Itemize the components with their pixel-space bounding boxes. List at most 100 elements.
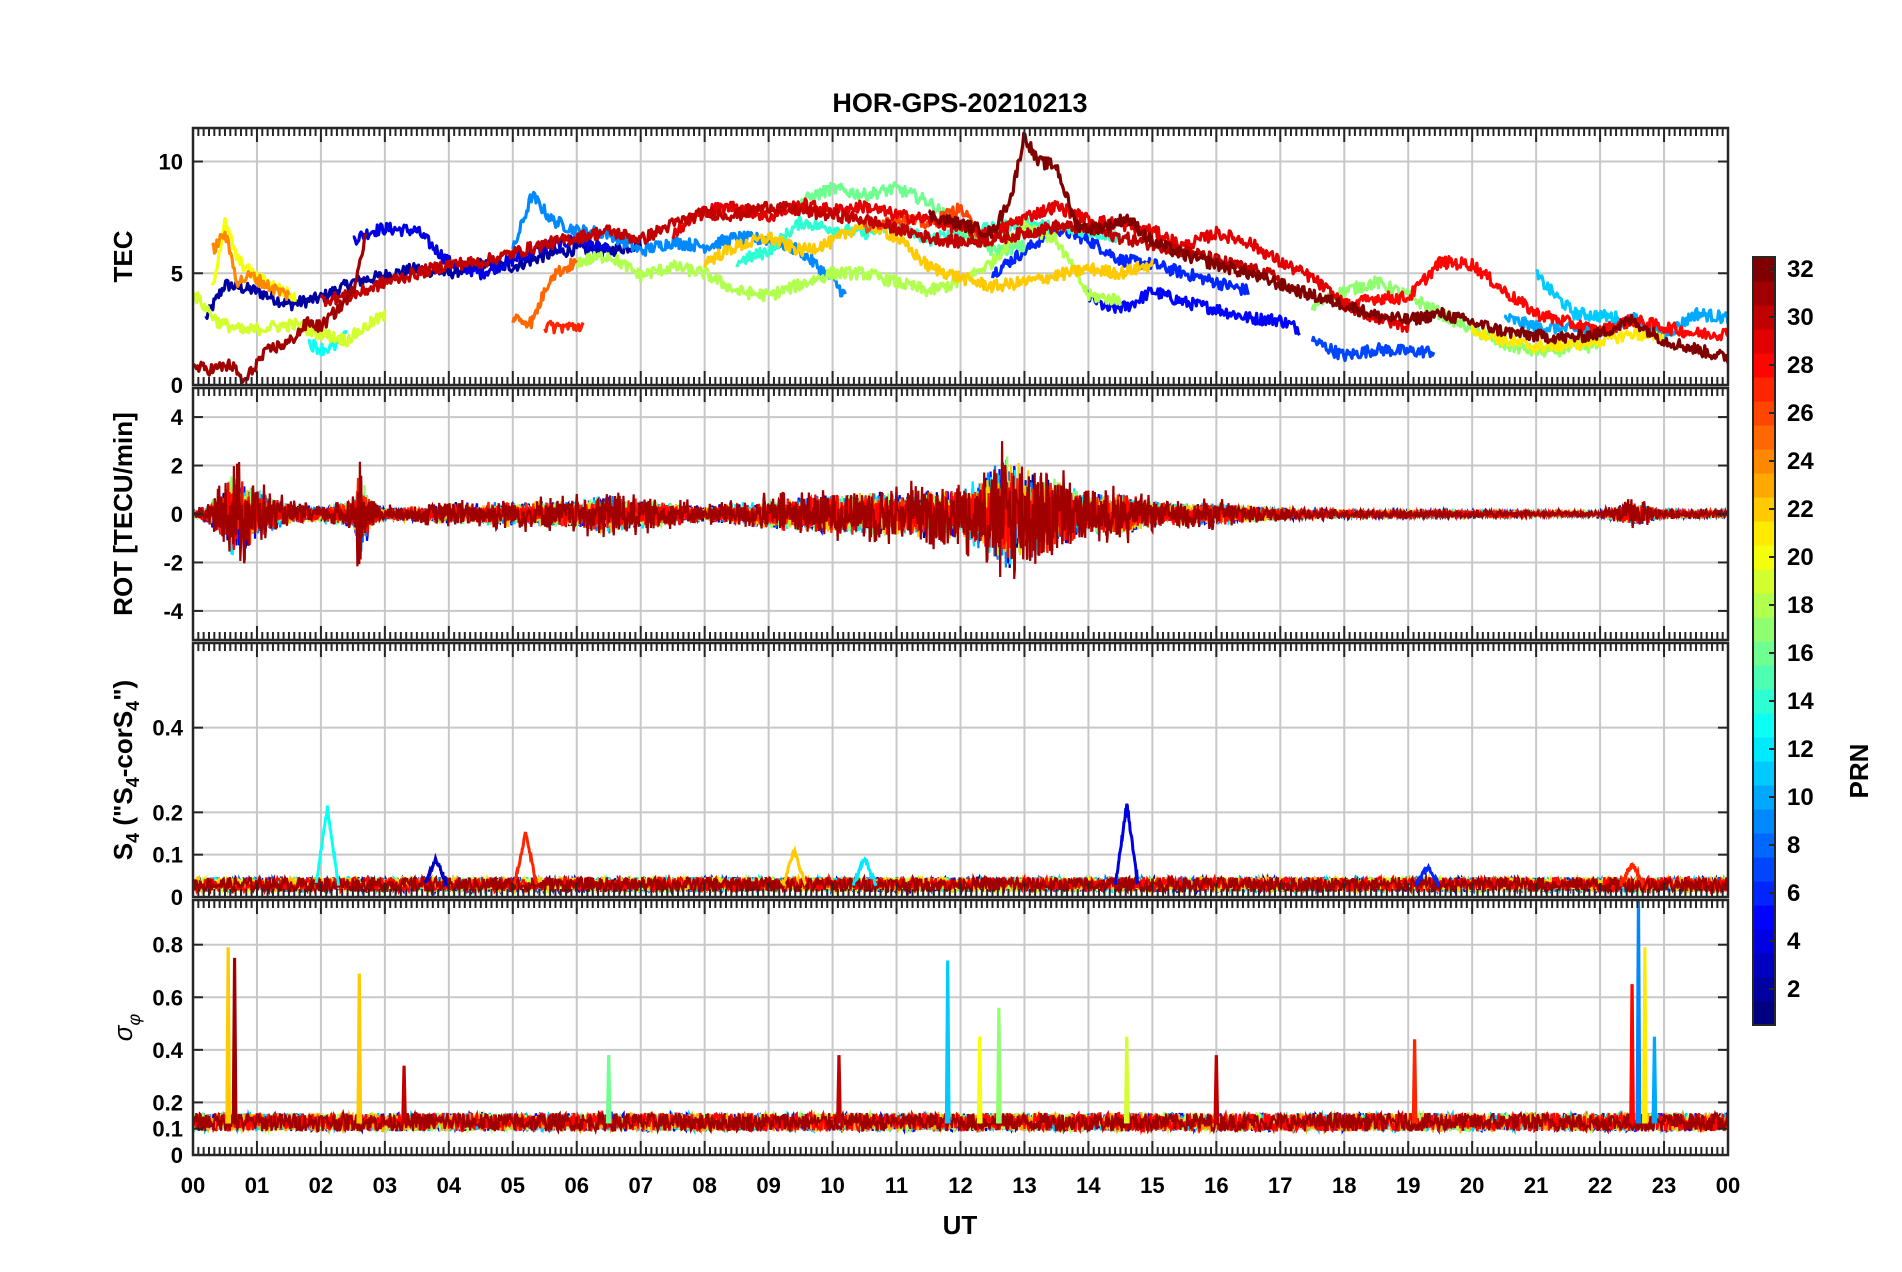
y-tick-label: 4 bbox=[171, 405, 184, 430]
colorbar-band-prn-3 bbox=[1753, 953, 1775, 978]
y-tick-label: 5 bbox=[171, 261, 183, 286]
sigma-spike-prn-27 bbox=[1411, 1039, 1418, 1124]
panel-sigma-grid bbox=[193, 900, 1728, 1155]
y-axis-label-tec: TEC bbox=[108, 230, 138, 282]
sigma-spike-prn-22 bbox=[225, 947, 232, 1124]
colorbar-tick-label: 4 bbox=[1787, 928, 1801, 955]
colorbar-band-prn-29 bbox=[1753, 329, 1775, 354]
colorbar-band-prn-11 bbox=[1753, 761, 1775, 786]
tec-series-prn-31 bbox=[193, 233, 368, 385]
y-tick-label: 0 bbox=[171, 885, 183, 910]
x-tick-label: 07 bbox=[628, 1173, 652, 1198]
colorbar-band-prn-14 bbox=[1753, 689, 1775, 714]
colorbar-tick-label: 22 bbox=[1787, 496, 1814, 523]
x-axis-label: UT bbox=[943, 1210, 978, 1240]
s4-peak-prn-12 bbox=[851, 856, 878, 887]
x-tick-label: 01 bbox=[245, 1173, 269, 1198]
tec-series-prn-6 bbox=[990, 222, 1250, 296]
x-tick-label: 08 bbox=[692, 1173, 716, 1198]
s4-peak-prn-27 bbox=[512, 830, 539, 885]
colorbar-band-prn-9 bbox=[1753, 809, 1775, 834]
tec-series-prn-22 bbox=[703, 215, 1154, 294]
colorbar-band-prn-8 bbox=[1753, 833, 1775, 858]
x-tick-label: 10 bbox=[820, 1173, 844, 1198]
colorbar-band-prn-4 bbox=[1753, 929, 1775, 954]
x-tick-label: 14 bbox=[1076, 1173, 1101, 1198]
y-tick-label: -4 bbox=[163, 599, 183, 624]
tec-series-prn-28 bbox=[1343, 255, 1728, 342]
colorbar-tick-label: 2 bbox=[1787, 976, 1800, 1003]
colorbar-band-prn-28 bbox=[1753, 353, 1775, 378]
sigma-spike-prn-11 bbox=[944, 960, 951, 1124]
tec-series-prn-7 bbox=[1310, 335, 1436, 363]
tec-series-prn-4 bbox=[352, 221, 611, 281]
y-tick-label: 0 bbox=[171, 502, 183, 527]
x-tick-label: 21 bbox=[1524, 1173, 1548, 1198]
colorbar-tick-label: 28 bbox=[1787, 352, 1814, 379]
colorbar-tick-label: 32 bbox=[1787, 256, 1814, 283]
tec-series-prn-19 bbox=[193, 291, 387, 348]
panels: 0 5 10 TEC -4 -2 0 2 4 ROT [TECU/min] 00.10.20.4S4… bbox=[108, 126, 1730, 1168]
colorbar-band-prn-5 bbox=[1753, 905, 1775, 930]
s4-peak-prn-13 bbox=[314, 805, 340, 886]
sigma-spike-prn-30 bbox=[836, 1055, 842, 1124]
colorbar-tick-label: 8 bbox=[1787, 832, 1800, 859]
y-tick-label: 0 bbox=[171, 1143, 183, 1168]
x-tick-label: 04 bbox=[437, 1173, 462, 1198]
sigma-spike-prn-30 bbox=[1213, 1055, 1220, 1124]
x-tick-label: 23 bbox=[1652, 1173, 1676, 1198]
x-tick-labels: 00 01 02 03 04 05 06 07 08 09 10 11 12 13 14 15 16 17 18 19… bbox=[181, 1173, 1740, 1198]
colorbar-tick-label: 14 bbox=[1787, 688, 1814, 715]
y-tick-label: 2 bbox=[171, 454, 183, 479]
colorbar-tick-label: 20 bbox=[1787, 544, 1814, 571]
s4-peak-prn-6 bbox=[1414, 862, 1440, 890]
y-tick-label: 0.2 bbox=[152, 1090, 183, 1115]
y-axis-label-rot: ROT [TECU/min] bbox=[108, 412, 138, 616]
panel-s4-grid bbox=[193, 643, 1728, 897]
tec-series-prn-27 bbox=[543, 319, 585, 335]
y-tick-label: 0.4 bbox=[152, 716, 183, 741]
tec-series-prn-30 bbox=[319, 200, 1282, 308]
x-tick-label: 18 bbox=[1332, 1173, 1356, 1198]
sigma-spike-prn-19 bbox=[1123, 1036, 1130, 1124]
tec-series-prn-5 bbox=[1086, 286, 1301, 336]
tec-series-prn-10 bbox=[1503, 307, 1728, 342]
x-tick-label: 00 bbox=[181, 1173, 205, 1198]
y-tick-label: 10 bbox=[159, 150, 183, 175]
x-tick-label: 19 bbox=[1396, 1173, 1420, 1198]
tec-series-prn-25 bbox=[511, 257, 579, 330]
tec-series-prn-29 bbox=[671, 197, 1410, 334]
colorbar-tick-label: 6 bbox=[1787, 880, 1800, 907]
sigma-spike-prn-28 bbox=[1629, 984, 1635, 1124]
panel-s4: 0 0.1 0.2 0.4 S4 ("S4-corS4") bbox=[108, 641, 1730, 910]
tec-series-prn-32 bbox=[927, 131, 1728, 364]
colorbar-band-prn-30 bbox=[1753, 305, 1775, 330]
colorbar-tick-label: 10 bbox=[1787, 784, 1814, 811]
colorbar-band-prn-18 bbox=[1753, 593, 1775, 618]
s4-peak-prn-22 bbox=[782, 845, 807, 887]
colorbar-band-prn-23 bbox=[1753, 473, 1775, 498]
y-tick-label: 0.1 bbox=[152, 1117, 183, 1142]
panel-sigma: 00.10.2 0.4 0.6 0.8 σφ bbox=[108, 898, 1730, 1168]
x-tick-label: 09 bbox=[756, 1173, 780, 1198]
colorbar-band-prn-25 bbox=[1753, 425, 1775, 450]
chart-title: HOR-GPS-20210213 bbox=[832, 88, 1087, 118]
tec-series-prn-21 bbox=[1470, 322, 1665, 354]
y-tick-label: -2 bbox=[163, 550, 183, 575]
y-axis-label-sigma: σφ bbox=[108, 1014, 144, 1042]
x-tick-label: 11 bbox=[885, 1173, 908, 1198]
colorbar-band-prn-7 bbox=[1753, 857, 1775, 882]
panel-s4-minor-ticks bbox=[192, 643, 1729, 897]
panel-rot-minor-ticks bbox=[192, 388, 1729, 640]
sigma-series-prn-31 bbox=[193, 1108, 1728, 1136]
panel-rot: -4 -2 0 2 4 ROT [TECU/min] bbox=[108, 386, 1730, 642]
panel-rot-data bbox=[193, 441, 1728, 580]
panel-tec: 0 5 10 TEC bbox=[108, 126, 1730, 398]
colorbar-band-prn-26 bbox=[1753, 401, 1775, 426]
sigma-spike-prn-10 bbox=[1651, 1036, 1658, 1124]
tec-series-prn-18 bbox=[576, 220, 1122, 306]
colorbar-band-prn-16 bbox=[1753, 641, 1775, 666]
x-tick-label: 15 bbox=[1140, 1173, 1164, 1198]
sigma-spike-prn-20 bbox=[976, 1036, 983, 1124]
sigma-spike-prn-17 bbox=[995, 1007, 1002, 1124]
